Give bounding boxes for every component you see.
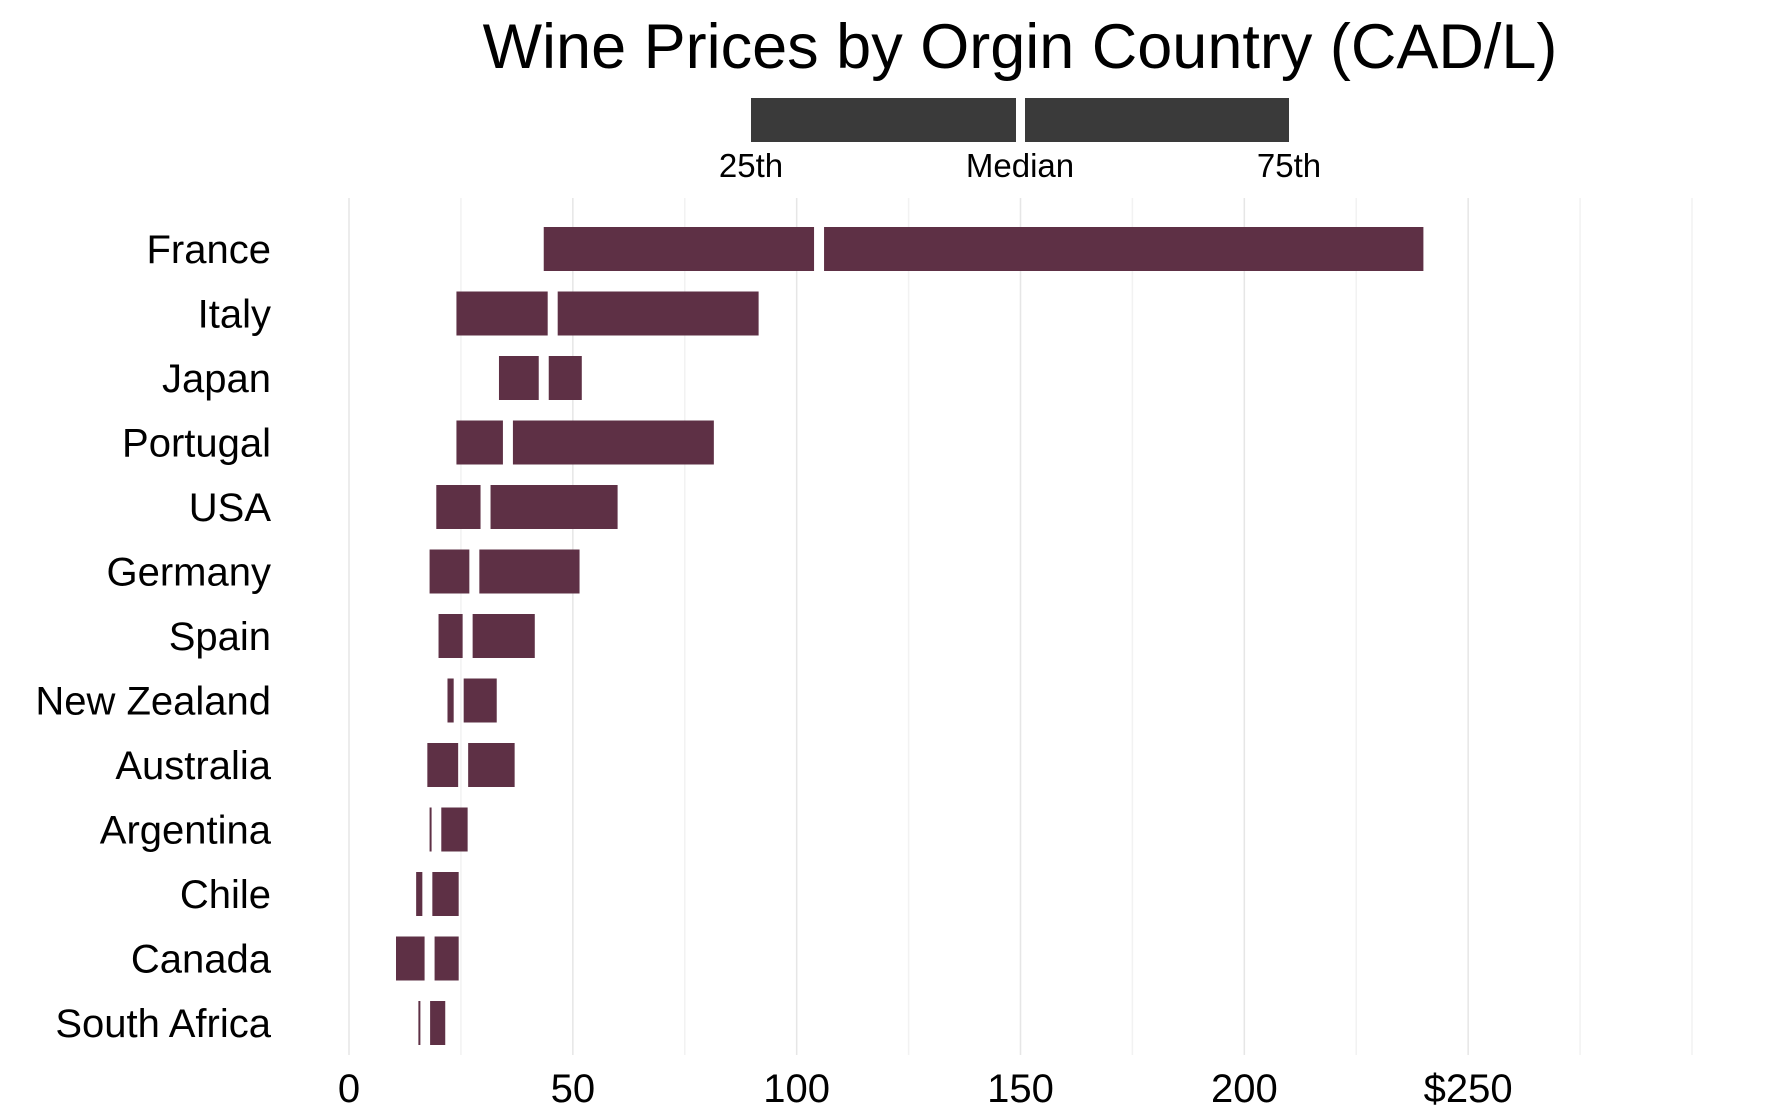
x-tick-label: 0 (338, 1067, 360, 1111)
bar-lower-segment (447, 678, 454, 723)
x-tick-label: $250 (1424, 1067, 1513, 1111)
bar-lower-segment (498, 356, 539, 400)
category-label: Chile (180, 873, 271, 917)
category-label: Italy (198, 293, 271, 337)
category-labels: France Italy Japan Portugal USA Germany Spain N… (35, 228, 271, 1046)
bar-upper-segment (434, 936, 459, 981)
legend-label-median: Median (966, 147, 1074, 184)
bar-lower-segment (543, 227, 815, 271)
category-label: Australia (115, 744, 271, 788)
legend-label-25th: 25th (719, 147, 783, 184)
bar-upper-segment (548, 356, 582, 400)
bar-lower-segment (429, 807, 432, 852)
bar-upper-segment (557, 291, 759, 336)
category-label: Spain (169, 615, 271, 659)
legend-bar-upper (1025, 98, 1289, 142)
bar-upper-segment (430, 1001, 446, 1045)
category-label: USA (189, 486, 272, 530)
bar-upper-segment (479, 549, 580, 594)
x-tick-label: 50 (551, 1067, 596, 1111)
x-tick-label: 200 (1211, 1067, 1278, 1111)
bar-lower-segment (438, 614, 463, 658)
category-label: Japan (162, 357, 271, 401)
bar-upper-segment (824, 227, 1424, 271)
bar-upper-segment (512, 420, 714, 465)
chart-title: Wine Prices by Orgin Country (CAD/L) (483, 12, 1558, 82)
x-tick-label: 150 (987, 1067, 1054, 1111)
category-label: Germany (107, 551, 272, 595)
legend-bar-lower (751, 98, 1016, 142)
category-label: New Zealand (35, 680, 271, 724)
bar-lower-segment (418, 1001, 421, 1045)
legend-label-75th: 75th (1257, 147, 1321, 184)
legend: 25th Median 75th (719, 98, 1321, 184)
bar-upper-segment (432, 872, 459, 916)
category-label: Argentina (100, 809, 272, 853)
bar-lower-segment (456, 420, 503, 465)
bar-upper-segment (468, 743, 515, 787)
bar-lower-segment (436, 485, 481, 529)
bar-lower-segment (429, 549, 470, 594)
bars (396, 227, 1424, 1045)
category-label: France (147, 228, 272, 272)
bar-upper-segment (463, 678, 497, 723)
category-label: South Africa (55, 1002, 271, 1046)
bar-upper-segment (441, 807, 468, 852)
bar-lower-segment (396, 936, 425, 981)
category-label: Canada (131, 938, 272, 982)
category-label: Portugal (122, 422, 271, 466)
grid (348, 198, 1693, 1055)
bar-lower-segment (416, 872, 423, 916)
bar-upper-segment (472, 614, 535, 658)
x-tick-label: 100 (763, 1067, 830, 1111)
bar-lower-segment (427, 743, 459, 787)
x-tick-labels: 0 50 100 150 200 $250 (338, 1067, 1513, 1111)
bar-upper-segment (490, 485, 618, 529)
bar-lower-segment (456, 291, 548, 336)
